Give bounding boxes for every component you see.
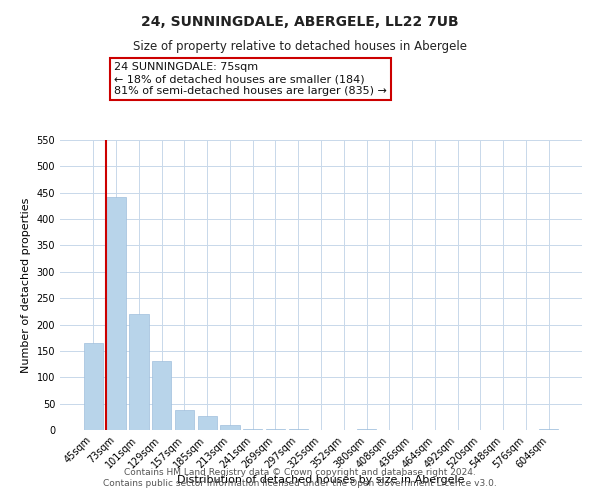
Y-axis label: Number of detached properties: Number of detached properties (21, 198, 31, 372)
Text: 24 SUNNINGDALE: 75sqm
← 18% of detached houses are smaller (184)
81% of semi-det: 24 SUNNINGDALE: 75sqm ← 18% of detached … (114, 62, 387, 96)
Bar (175, 410, 194, 430)
X-axis label: Distribution of detached houses by size in Abergele: Distribution of detached houses by size … (177, 476, 465, 486)
Bar (106, 198, 126, 430)
Text: Size of property relative to detached houses in Abergele: Size of property relative to detached ho… (133, 40, 467, 53)
Bar (84, 343, 103, 430)
Text: Contains HM Land Registry data © Crown copyright and database right 2024.
Contai: Contains HM Land Registry data © Crown c… (103, 468, 497, 487)
Bar (129, 314, 149, 430)
Text: 24, SUNNINGDALE, ABERGELE, LL22 7UB: 24, SUNNINGDALE, ABERGELE, LL22 7UB (141, 15, 459, 29)
Bar (197, 416, 217, 430)
Bar (152, 362, 172, 430)
Bar (220, 424, 239, 430)
